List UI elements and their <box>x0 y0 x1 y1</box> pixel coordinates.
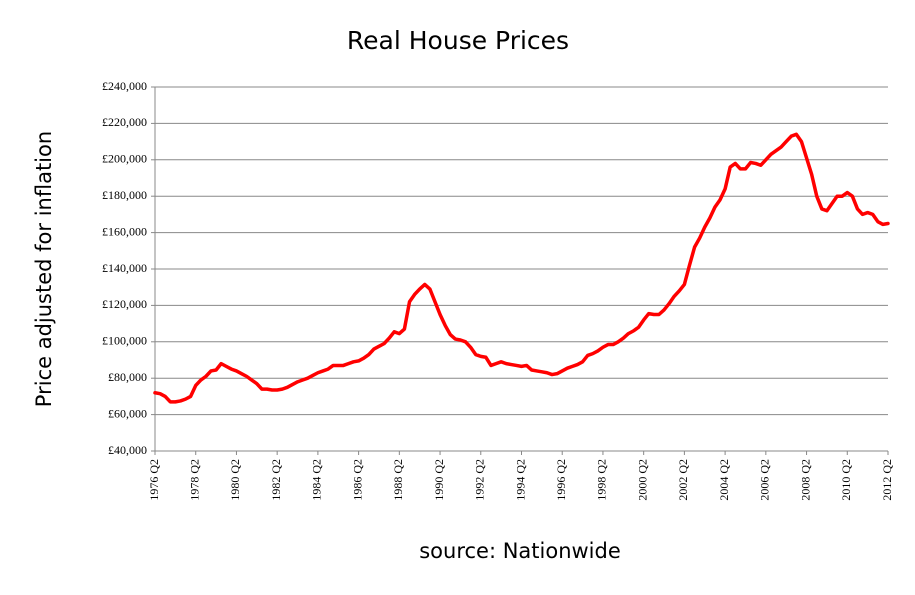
y-tick-label: £240,000 <box>102 79 147 93</box>
y-tick-label: £220,000 <box>102 115 147 129</box>
y-tick-label: £180,000 <box>102 188 147 202</box>
x-tick-label: 1994 Q2 <box>513 459 527 501</box>
x-tick-label: 2006 Q2 <box>758 459 772 501</box>
x-tick-label: 2008 Q2 <box>798 459 812 501</box>
x-tick-label: 2000 Q2 <box>635 459 649 501</box>
x-tick-label: 1992 Q2 <box>473 459 487 501</box>
x-tick-label: 1998 Q2 <box>595 459 609 501</box>
y-tick-label: £80,000 <box>108 370 147 384</box>
x-tick-label: 1996 Q2 <box>554 459 568 501</box>
x-tick-label: 2012 Q2 <box>880 459 894 501</box>
x-tick-label: 1982 Q2 <box>269 459 283 501</box>
y-tick-label: £160,000 <box>102 224 147 238</box>
x-tick-label: 1984 Q2 <box>310 459 324 501</box>
y-tick-label: £40,000 <box>108 443 147 457</box>
x-tick-label: 2010 Q2 <box>839 459 853 501</box>
y-tick-label: £120,000 <box>102 297 147 311</box>
y-tick-label: £140,000 <box>102 261 147 275</box>
y-tick-label: £60,000 <box>108 406 147 420</box>
price-line <box>153 132 890 404</box>
x-tick-label: 1978 Q2 <box>187 459 201 501</box>
y-axis-label: Price adjusted for inflation <box>32 131 56 407</box>
x-tick-label: 2004 Q2 <box>717 459 731 501</box>
x-tick-label: 1980 Q2 <box>228 459 242 501</box>
y-tick-label: £200,000 <box>102 152 147 166</box>
x-tick-label: 1990 Q2 <box>432 459 446 501</box>
y-tick-label: £100,000 <box>102 334 147 348</box>
source-note: source: Nationwide <box>419 539 621 563</box>
x-tick-label: 1988 Q2 <box>391 459 405 501</box>
x-tick-label: 1986 Q2 <box>350 459 364 501</box>
chart-title: Real House Prices <box>347 26 569 55</box>
x-tick-label: 1976 Q2 <box>147 459 161 501</box>
x-tick-label: 2002 Q2 <box>676 459 690 501</box>
